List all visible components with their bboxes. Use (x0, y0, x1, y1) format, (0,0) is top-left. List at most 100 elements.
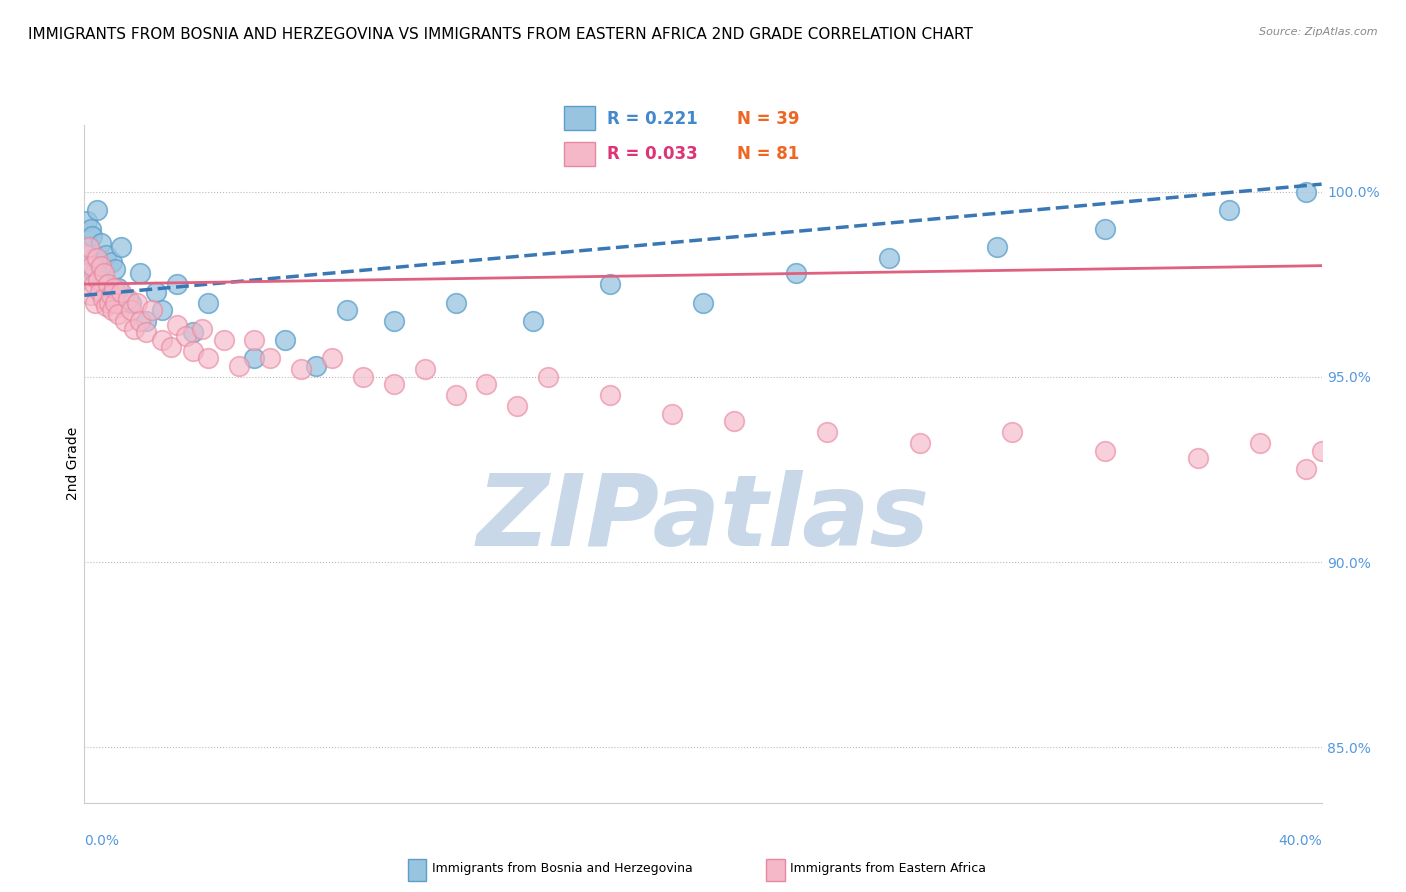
Point (1310, 443, 1333, 458)
Point (352, 369, 374, 384)
Point (86, 252, 108, 266)
Point (1094, 221, 1116, 235)
Point (413, 362, 436, 376)
Y-axis label: 2nd Grade: 2nd Grade (66, 427, 80, 500)
Point (1249, 436, 1271, 450)
Point (1326, 451, 1348, 466)
Point (129, 314, 152, 328)
Text: Source: ZipAtlas.com: Source: ZipAtlas.com (1260, 27, 1378, 37)
Point (1094, 443, 1116, 458)
Text: R = 0.221: R = 0.221 (607, 110, 697, 128)
Text: ZIPatlas: ZIPatlas (477, 469, 929, 566)
Point (986, 240, 1008, 254)
Point (723, 414, 745, 428)
Point (908, 436, 931, 450)
Point (107, 281, 129, 295)
Point (90, 259, 112, 273)
Point (125, 295, 148, 310)
Point (120, 303, 142, 318)
Point (785, 266, 807, 280)
Point (120, 295, 142, 310)
Point (305, 359, 328, 373)
FancyBboxPatch shape (564, 106, 595, 130)
FancyBboxPatch shape (564, 142, 595, 166)
Point (104, 262, 127, 277)
Point (83, 266, 105, 280)
Point (197, 295, 219, 310)
Point (129, 266, 152, 280)
Point (76, 214, 98, 228)
Point (661, 407, 683, 421)
Point (160, 340, 183, 354)
Point (599, 388, 621, 402)
Point (110, 240, 132, 254)
Point (321, 351, 343, 366)
Point (599, 277, 621, 292)
Point (212, 333, 235, 347)
Point (98, 288, 121, 302)
Point (243, 351, 266, 366)
Point (79, 221, 101, 235)
Point (82, 259, 104, 273)
Point (94, 299, 117, 313)
Point (444, 295, 467, 310)
Point (166, 277, 188, 292)
Point (90, 236, 112, 251)
Point (815, 425, 838, 440)
Point (135, 314, 157, 328)
Text: Immigrants from Bosnia and Herzegovina: Immigrants from Bosnia and Herzegovina (432, 863, 692, 875)
Point (77, 240, 100, 254)
Point (93, 266, 115, 280)
Point (107, 307, 129, 321)
Text: R = 0.033: R = 0.033 (607, 145, 697, 163)
Point (75, 247, 97, 261)
Point (76, 266, 98, 280)
Point (290, 362, 312, 376)
Point (117, 292, 139, 306)
Point (84, 252, 107, 266)
Point (1295, 185, 1317, 199)
Point (101, 303, 124, 318)
Point (89, 285, 111, 299)
Point (444, 388, 467, 402)
Point (145, 285, 167, 299)
Point (382, 377, 405, 392)
Point (122, 321, 145, 335)
Point (97, 277, 120, 292)
Point (176, 329, 198, 343)
Point (89, 259, 111, 273)
Point (100, 288, 122, 302)
Point (506, 400, 529, 414)
Point (87, 273, 110, 287)
Point (259, 351, 281, 366)
Point (1295, 462, 1317, 476)
Point (91, 292, 114, 306)
Point (77, 240, 100, 254)
Point (228, 359, 250, 373)
Text: 40.0%: 40.0% (1278, 834, 1322, 848)
Point (91, 277, 114, 292)
Point (336, 303, 359, 318)
Point (181, 326, 204, 340)
Point (1372, 462, 1395, 476)
Point (94, 247, 117, 261)
Point (83, 277, 105, 292)
Point (104, 295, 127, 310)
Point (522, 314, 544, 328)
Point (150, 303, 173, 318)
Point (150, 333, 173, 347)
Point (382, 314, 405, 328)
Text: N = 39: N = 39 (737, 110, 799, 128)
Point (197, 351, 219, 366)
Point (243, 333, 266, 347)
Point (475, 377, 498, 392)
Point (84, 295, 107, 310)
Point (1403, 443, 1406, 458)
Point (82, 229, 104, 244)
Point (181, 343, 204, 358)
Text: IMMIGRANTS FROM BOSNIA AND HERZEGOVINA VS IMMIGRANTS FROM EASTERN AFRICA 2ND GRA: IMMIGRANTS FROM BOSNIA AND HERZEGOVINA V… (28, 27, 973, 42)
Point (135, 326, 157, 340)
Point (103, 281, 125, 295)
Point (166, 318, 188, 332)
Point (101, 255, 124, 269)
